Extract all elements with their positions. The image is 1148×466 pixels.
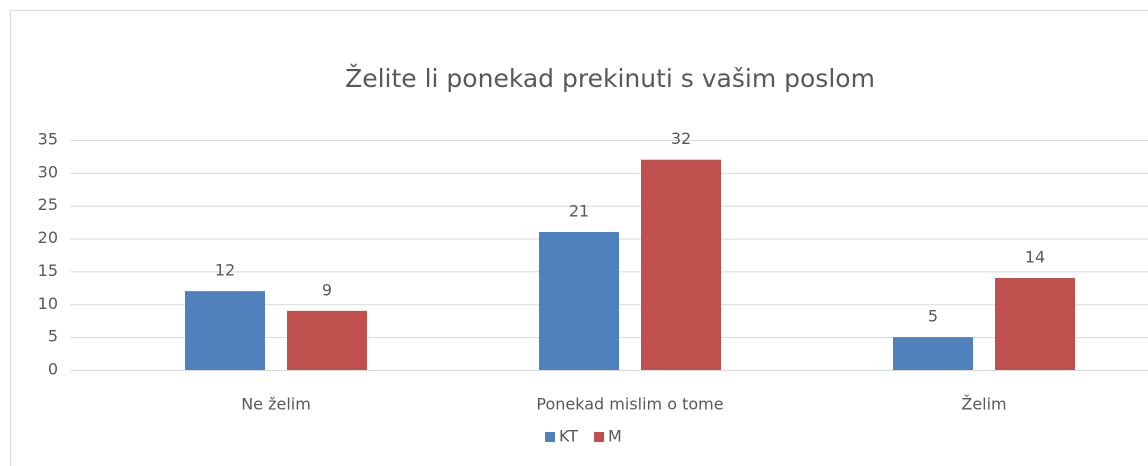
y-tick-label: 15	[38, 261, 58, 280]
bar	[893, 337, 973, 370]
legend-label: KT	[559, 427, 578, 446]
y-tick-label: 10	[38, 294, 58, 313]
bar	[995, 278, 1075, 370]
y-tick-label: 20	[38, 228, 58, 247]
legend-swatch	[594, 432, 605, 442]
bar	[185, 291, 265, 370]
y-tick-label: 5	[48, 327, 58, 346]
data-label: 9	[322, 280, 332, 299]
y-tick-label: 35	[38, 130, 58, 149]
data-label: 14	[1025, 248, 1045, 267]
x-tick-label: Želim	[961, 395, 1006, 414]
legend-label: M	[608, 427, 622, 446]
bar	[539, 232, 619, 370]
chart-title: Želite li ponekad prekinuti s vašim posl…	[345, 64, 875, 93]
data-label: 32	[671, 129, 691, 148]
y-tick-label: 30	[38, 162, 58, 181]
data-label: 5	[928, 307, 938, 326]
y-tick-label: 0	[48, 360, 58, 379]
x-tick-label: Ne želim	[241, 395, 311, 414]
x-tick-label: Ponekad mislim o tome	[536, 395, 723, 414]
data-label: 12	[215, 261, 235, 280]
y-tick-label: 25	[38, 195, 58, 214]
bar	[641, 159, 721, 370]
bar	[287, 310, 367, 370]
legend-swatch	[545, 432, 555, 442]
data-label: 21	[569, 202, 589, 221]
